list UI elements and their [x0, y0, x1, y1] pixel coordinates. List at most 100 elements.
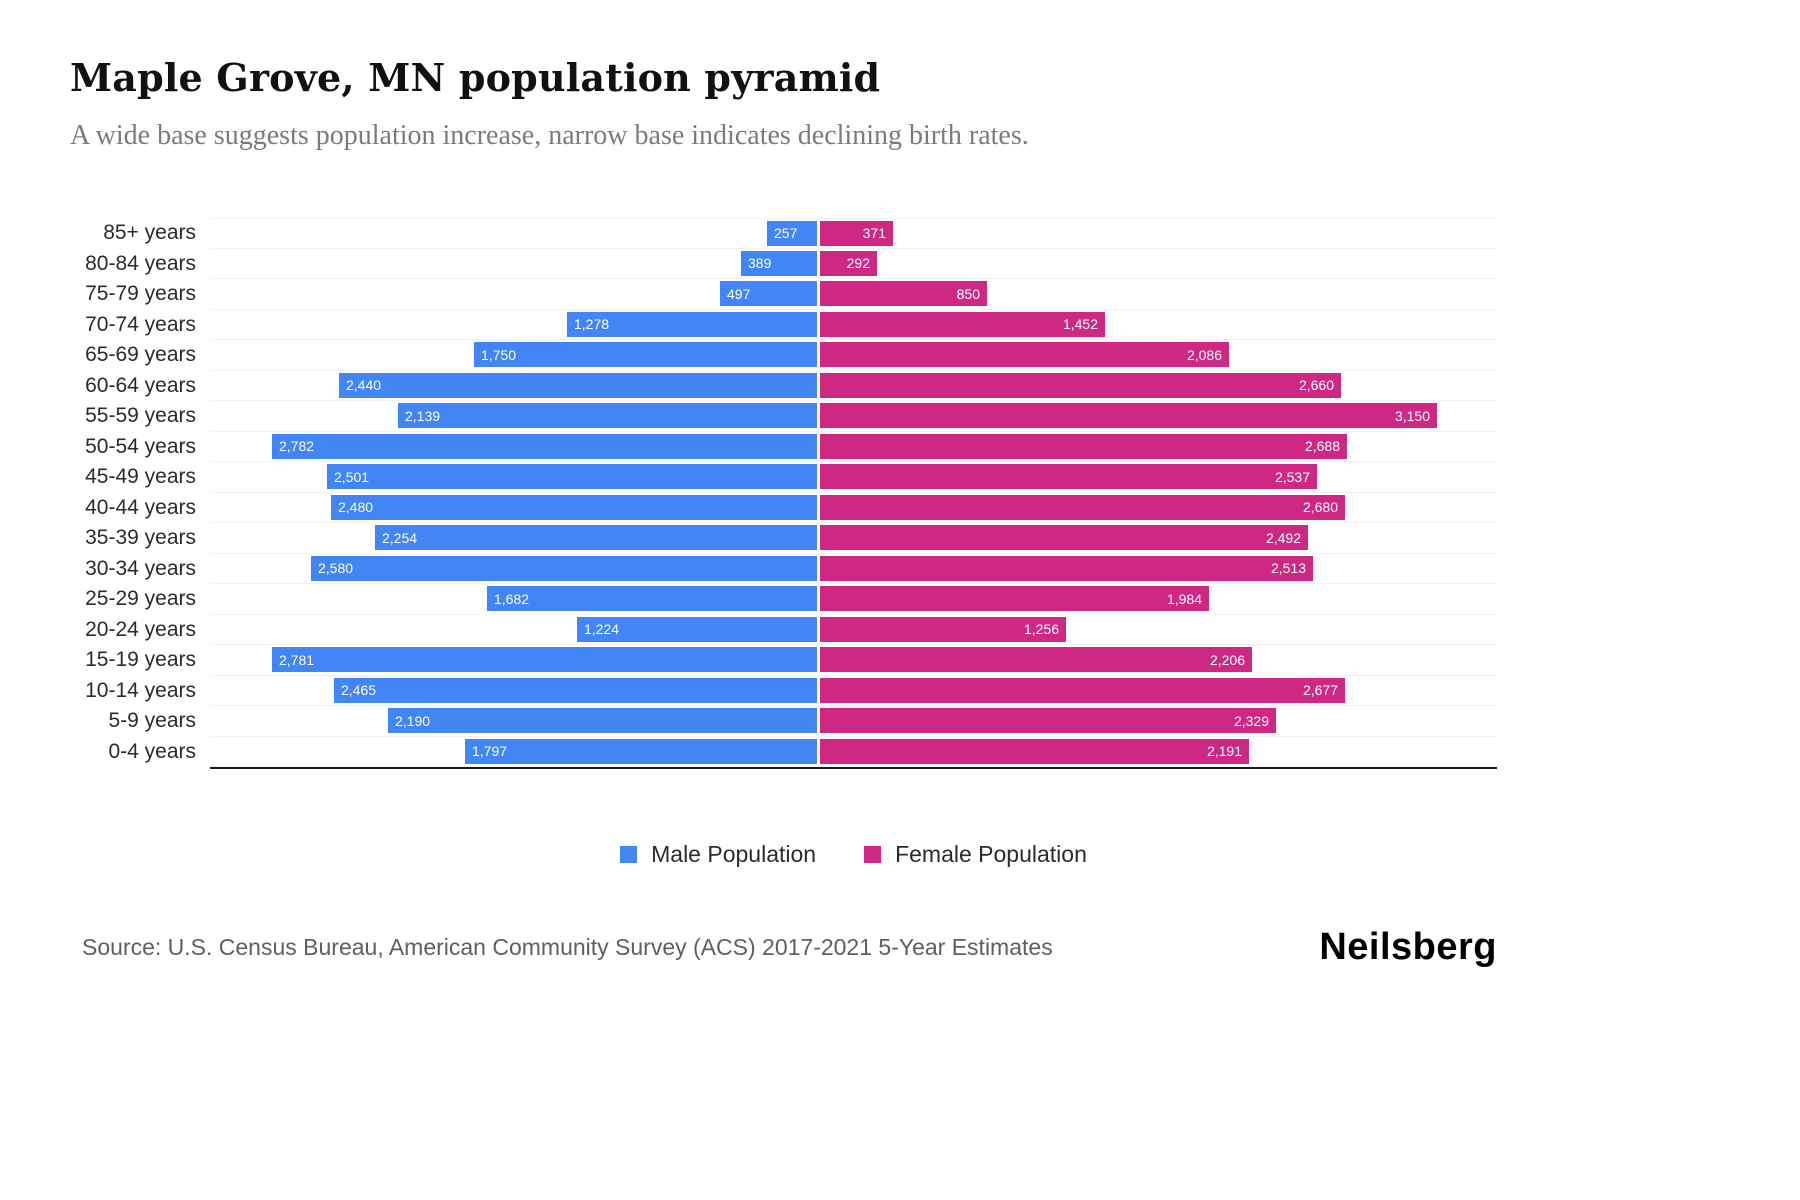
pyramid-row: 70-74 years 1,278 1,452 — [70, 310, 1497, 340]
pyramid-row: 75-79 years 497 850 — [70, 279, 1497, 310]
female-value-label: 1,256 — [1023, 621, 1059, 638]
pyramid-row: 45-49 years 2,501 2,537 — [70, 462, 1497, 493]
female-value-label: 2,329 — [1233, 712, 1269, 729]
female-bar: 1,452 — [820, 311, 1105, 337]
male-bar: 2,440 — [339, 372, 817, 398]
male-bar: 2,782 — [272, 433, 817, 459]
x-axis-line — [210, 767, 1497, 769]
male-value-label: 2,139 — [405, 407, 441, 424]
male-bar: 2,781 — [272, 647, 817, 673]
female-value-label: 2,206 — [1209, 651, 1245, 668]
age-group-label: 10-14 years — [85, 678, 196, 702]
page-subtitle: A wide base suggests population increase… — [70, 120, 1029, 151]
female-legend-swatch-icon — [864, 846, 882, 863]
female-bar: 2,677 — [820, 677, 1345, 703]
pyramid-row: 0-4 years 1,797 2,191 — [70, 737, 1497, 767]
age-group-label: 60-64 years — [85, 373, 196, 397]
male-bar: 1,750 — [474, 342, 817, 368]
page-title: Maple Grove, MN population pyramid — [70, 55, 881, 100]
male-bar: 1,797 — [465, 738, 817, 764]
female-bar: 2,329 — [820, 708, 1276, 734]
female-bar: 2,191 — [820, 738, 1249, 764]
pyramid-row: 40-44 years 2,480 2,680 — [70, 493, 1497, 523]
male-value-label: 1,224 — [584, 621, 620, 638]
male-bar: 1,224 — [577, 616, 817, 642]
male-bar: 2,190 — [388, 708, 817, 734]
male-value-label: 1,278 — [574, 316, 610, 333]
footer: Source: U.S. Census Bureau, American Com… — [70, 926, 1497, 969]
male-value-label: 2,480 — [338, 499, 374, 516]
female-bar: 2,086 — [820, 342, 1229, 368]
age-group-label: 65-69 years — [85, 343, 196, 367]
female-value-label: 2,086 — [1186, 346, 1222, 363]
male-value-label: 2,440 — [346, 377, 382, 394]
female-bar: 1,256 — [820, 616, 1066, 642]
male-bar: 497 — [720, 281, 817, 307]
female-bar: 2,660 — [820, 372, 1341, 398]
pyramid-row: 25-29 years 1,682 1,984 — [70, 584, 1497, 615]
female-bar: 2,537 — [820, 464, 1317, 490]
pyramid-row: 50-54 years 2,782 2,688 — [70, 432, 1497, 462]
male-value-label: 1,750 — [481, 346, 517, 363]
pyramid-row: 5-9 years 2,190 2,329 — [70, 706, 1497, 737]
female-bar: 2,206 — [820, 647, 1252, 673]
male-bar: 2,580 — [311, 555, 817, 581]
female-value-label: 850 — [956, 285, 980, 302]
age-group-label: 5-9 years — [108, 709, 196, 733]
male-bar: 257 — [767, 220, 817, 246]
female-value-label: 1,984 — [1166, 590, 1202, 607]
female-value-label: 2,688 — [1304, 438, 1340, 455]
male-value-label: 1,682 — [494, 590, 530, 607]
pyramid-row: 35-39 years 2,254 2,492 — [70, 523, 1497, 554]
legend-item-female: Female Population — [864, 841, 1087, 868]
male-value-label: 1,797 — [472, 743, 508, 760]
pyramid-row: 55-59 years 2,139 3,150 — [70, 401, 1497, 432]
female-bar: 3,150 — [820, 403, 1437, 429]
legend: Male Population Female Population — [210, 841, 1497, 868]
age-group-label: 40-44 years — [85, 495, 196, 519]
female-bar: 371 — [820, 220, 893, 246]
age-group-label: 80-84 years — [85, 251, 196, 275]
female-value-label: 371 — [862, 225, 886, 242]
age-group-label: 25-29 years — [85, 587, 196, 611]
male-bar: 1,682 — [487, 586, 817, 612]
age-group-label: 55-59 years — [85, 404, 196, 428]
age-group-label: 70-74 years — [85, 312, 196, 336]
female-value-label: 292 — [846, 255, 870, 272]
age-group-label: 75-79 years — [85, 282, 196, 306]
female-bar: 850 — [820, 281, 987, 307]
male-value-label: 257 — [774, 225, 798, 242]
female-value-label: 2,191 — [1206, 743, 1242, 760]
legend-item-male: Male Population — [620, 841, 816, 868]
female-bar: 1,984 — [820, 586, 1209, 612]
pyramid-row: 10-14 years 2,465 2,677 — [70, 676, 1497, 706]
pyramid-row: 20-24 years 1,224 1,256 — [70, 615, 1497, 645]
male-legend-label: Male Population — [651, 841, 817, 867]
female-value-label: 2,492 — [1265, 529, 1301, 546]
male-bar: 1,278 — [567, 311, 817, 337]
brand-logo: Neilsberg — [1319, 926, 1497, 968]
pyramid-row: 15-19 years 2,781 2,206 — [70, 645, 1497, 676]
female-value-label: 3,150 — [1394, 407, 1430, 424]
pyramid-row: 80-84 years 389 292 — [70, 249, 1497, 279]
female-bar: 2,513 — [820, 555, 1313, 581]
male-legend-swatch-icon — [620, 846, 638, 863]
female-bar: 2,688 — [820, 433, 1347, 459]
male-bar: 2,139 — [398, 403, 817, 429]
pyramid-row: 85+ years 257 371 — [70, 218, 1497, 249]
age-group-label: 15-19 years — [85, 648, 196, 672]
population-pyramid-chart: 85+ years 257 371 80-84 years 389 292 75-79 ye… — [70, 218, 1497, 769]
male-value-label: 2,254 — [382, 529, 418, 546]
male-value-label: 497 — [727, 285, 751, 302]
male-value-label: 2,465 — [341, 682, 377, 699]
female-value-label: 2,680 — [1302, 499, 1338, 516]
source-text: Source: U.S. Census Bureau, American Com… — [82, 934, 1053, 960]
male-bar: 2,254 — [375, 525, 817, 551]
female-value-label: 2,660 — [1298, 377, 1334, 394]
male-value-label: 2,781 — [279, 651, 315, 668]
female-value-label: 2,537 — [1274, 468, 1310, 485]
pyramid-row: 65-69 years 1,750 2,086 — [70, 340, 1497, 371]
age-group-label: 85+ years — [103, 221, 196, 245]
pyramid-row: 60-64 years 2,440 2,660 — [70, 371, 1497, 401]
pyramid-row: 30-34 years 2,580 2,513 — [70, 554, 1497, 584]
